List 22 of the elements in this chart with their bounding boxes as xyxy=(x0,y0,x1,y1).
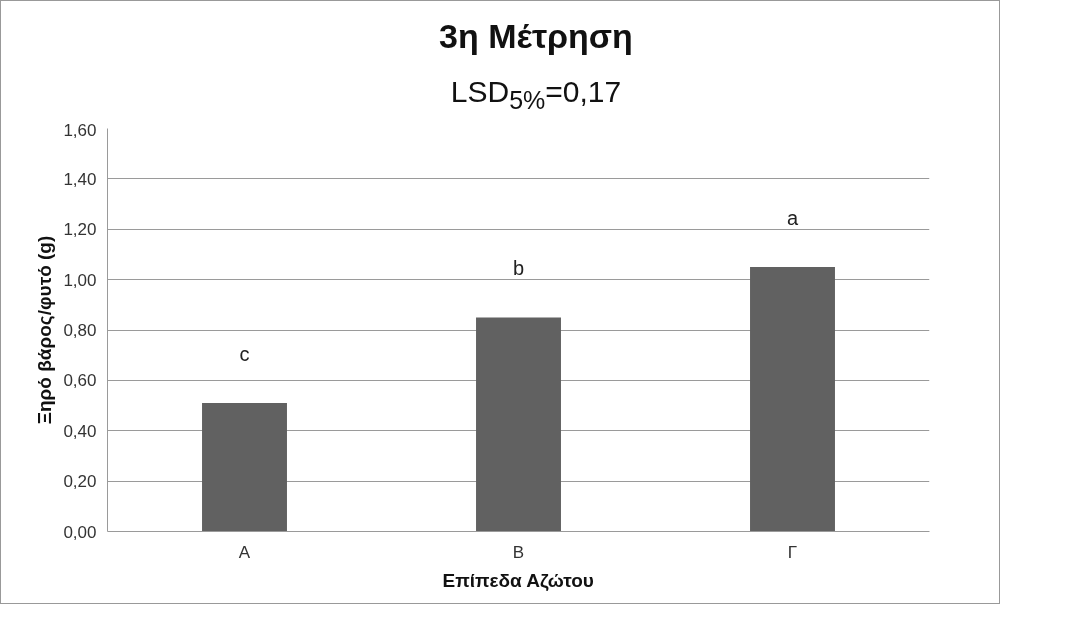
chart-subtitle: LSD$_{5%}$=0,17 xyxy=(449,73,623,116)
y-tick-label: 0,20 xyxy=(63,472,97,492)
bar xyxy=(202,403,287,532)
y-tick-label: 0,80 xyxy=(63,321,97,341)
annotation: c xyxy=(239,343,250,366)
annotation: a xyxy=(786,207,799,230)
x-axis-title: Επίπεδα Αζώτου xyxy=(442,569,594,592)
y-tick-label: 1,60 xyxy=(63,120,97,140)
y-tick-label: 1,40 xyxy=(63,170,97,190)
annotation: b xyxy=(512,257,525,280)
x-tick-label: Α xyxy=(238,542,251,562)
chart-title: 3η Μέτρηση xyxy=(438,16,634,57)
x-tick-label: Γ xyxy=(787,542,798,562)
y-axis-title: Ξηρό βάρος/φυτό (g) xyxy=(34,235,56,425)
y-tick-label: 1,00 xyxy=(63,270,97,290)
bar xyxy=(750,267,835,532)
x-tick-label: Β xyxy=(512,542,525,562)
y-tick-label: 0,60 xyxy=(63,371,97,391)
y-tick-label: 0,40 xyxy=(63,422,97,442)
y-tick-label: 0,00 xyxy=(63,522,97,542)
bar xyxy=(476,317,561,532)
y-tick-label: 1,20 xyxy=(63,220,97,240)
